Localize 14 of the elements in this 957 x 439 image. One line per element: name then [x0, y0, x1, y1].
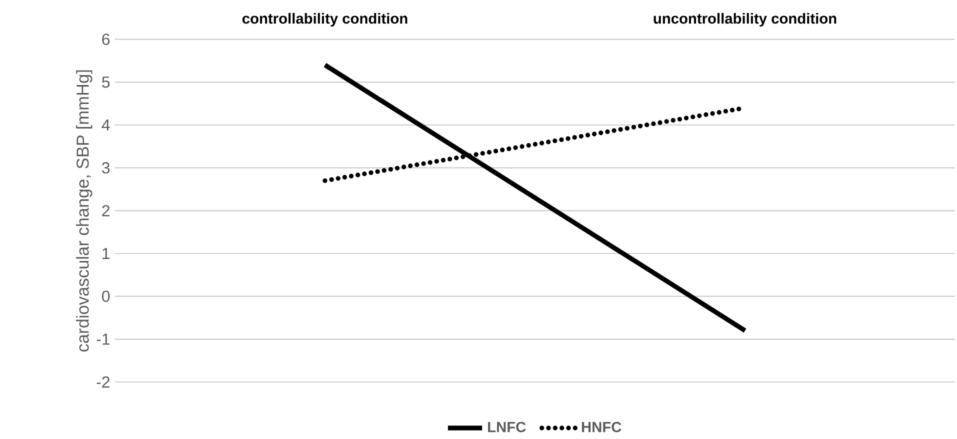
x-tick-label: controllability condition: [242, 12, 408, 26]
y-axis-title: cardiovascular change, SBP [mmHg]: [76, 70, 92, 352]
legend-label: HNFC: [582, 422, 622, 432]
y-tick-label: 1: [102, 248, 110, 259]
y-tick-label: 3: [102, 162, 110, 174]
y-tick-label: 6: [102, 33, 110, 45]
y-tick-label: 0: [102, 290, 110, 302]
y-tick-label: 2: [102, 204, 110, 216]
y-tick-label: -1: [96, 333, 110, 344]
y-tick-label: 5: [102, 76, 110, 88]
x-tick-label: uncontrollability condition: [654, 12, 836, 26]
y-tick-label: 4: [102, 119, 110, 130]
legend-label: LNFC: [488, 422, 526, 432]
y-tick-label: -2: [96, 376, 110, 388]
